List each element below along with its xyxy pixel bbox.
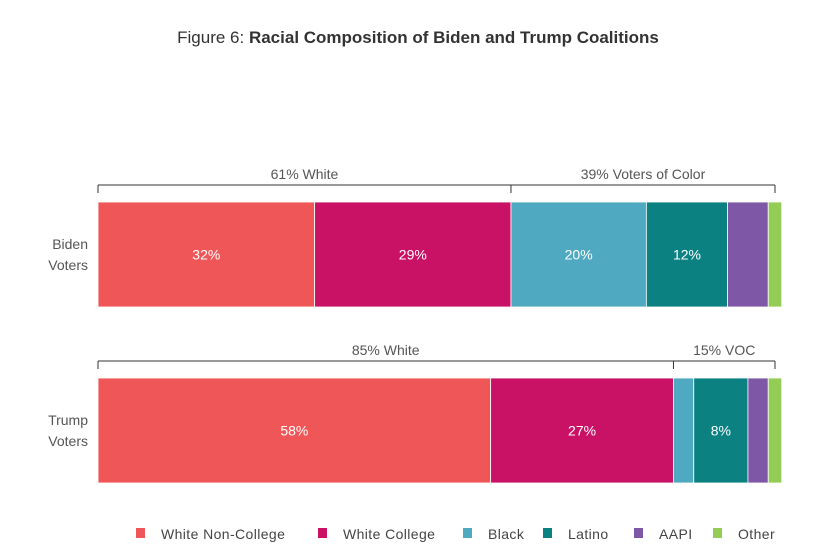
bracket-label: 61% White	[271, 166, 339, 182]
row-label: Trump Voters	[48, 412, 88, 449]
legend-swatch	[136, 528, 145, 538]
row-label-line: Voters	[48, 257, 88, 273]
bar-segment	[490, 377, 674, 484]
bar-segment	[747, 377, 769, 484]
bar-segment-label: 58%	[280, 423, 308, 439]
legend-label: AAPI	[659, 526, 693, 542]
bar-segment	[673, 377, 695, 484]
row-label-line: Trump	[48, 412, 88, 428]
legend-swatch	[463, 528, 472, 538]
chart-title-text: Racial Composition of Biden and Trump Co…	[248, 28, 659, 47]
bar-segment	[97, 377, 492, 484]
row-label-line: Voters	[48, 433, 88, 449]
bar-segment	[510, 201, 647, 308]
legend-swatch	[634, 528, 643, 538]
bracket-label: 39% Voters of Color	[581, 166, 706, 182]
bar-segment-label: 29%	[399, 247, 427, 263]
legend-swatch	[543, 528, 552, 538]
row-label: Biden Voters	[48, 236, 88, 273]
legend-swatch	[713, 528, 722, 538]
legend-label: White Non-College	[161, 526, 285, 542]
legend-swatch	[318, 528, 327, 538]
bracket-label: 15% VOC	[693, 342, 755, 358]
legend-label: White College	[343, 526, 435, 542]
bar-segment-label: 27%	[568, 423, 596, 439]
bar-segment-label: 8%	[711, 423, 731, 439]
bar-segment-label: 32%	[192, 247, 220, 263]
bar-segment	[727, 201, 769, 308]
bar-segment	[645, 201, 729, 308]
bar-segment-label: 20%	[565, 247, 593, 263]
bar-segment	[767, 377, 783, 484]
legend-label: Black	[488, 526, 525, 542]
bar-segment	[767, 201, 783, 308]
bracket-label: 85% White	[352, 342, 420, 358]
chart-title: Figure 6: Racial Composition of Biden an…	[0, 28, 836, 48]
bar-segment	[97, 201, 316, 308]
legend-label: Latino	[568, 526, 609, 542]
row-label-line: Biden	[52, 236, 88, 252]
bar-segment-label: 12%	[673, 247, 701, 263]
legend-label: Other	[738, 526, 775, 542]
chart-title-prefix: Figure 6:	[177, 28, 245, 47]
